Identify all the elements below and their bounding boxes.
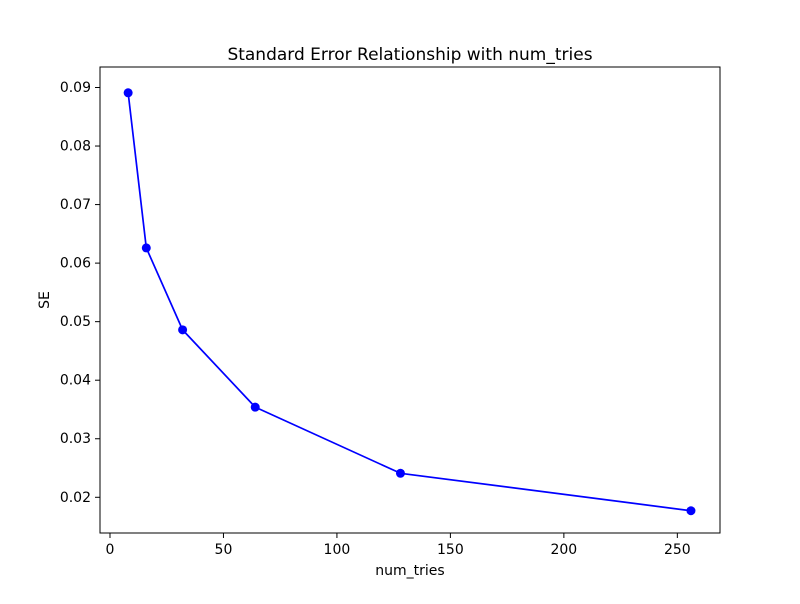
y-tick-label: 0.05 <box>60 314 91 330</box>
data-point-marker <box>123 88 133 98</box>
x-tick-label: 0 <box>106 542 115 558</box>
axes-spines <box>99 66 721 534</box>
series-line <box>127 91 692 512</box>
y-axis-label: SE <box>37 291 53 309</box>
x-axis-label: num_tries <box>375 563 444 579</box>
x-tick-label: 50 <box>215 542 233 558</box>
x-tick-label: 200 <box>550 542 577 558</box>
chart-title: Standard Error Relationship with num_tri… <box>227 45 592 65</box>
data-point-marker <box>178 325 188 335</box>
y-tick-label: 0.07 <box>60 197 91 213</box>
y-tick-label: 0.04 <box>60 373 91 389</box>
x-tick-label: 150 <box>437 542 464 558</box>
series-layer <box>123 88 696 516</box>
data-point-marker <box>395 468 405 478</box>
y-tick-label: 0.08 <box>60 139 91 155</box>
axes-layer: 0 50 100 150 200 250 0.02 0.03 0.04 0.05 0.06 0.07 0… <box>60 66 721 558</box>
data-point-marker <box>141 243 151 253</box>
x-tick-label: 250 <box>664 542 691 558</box>
y-tick-label: 0.02 <box>60 490 91 506</box>
y-tick-label: 0.03 <box>60 431 91 447</box>
data-point-marker <box>686 506 696 516</box>
data-point-marker <box>250 402 260 412</box>
x-tick-label: 100 <box>324 542 351 558</box>
y-tick-label: 0.06 <box>60 256 91 272</box>
y-tick-label: 0.09 <box>60 80 91 96</box>
